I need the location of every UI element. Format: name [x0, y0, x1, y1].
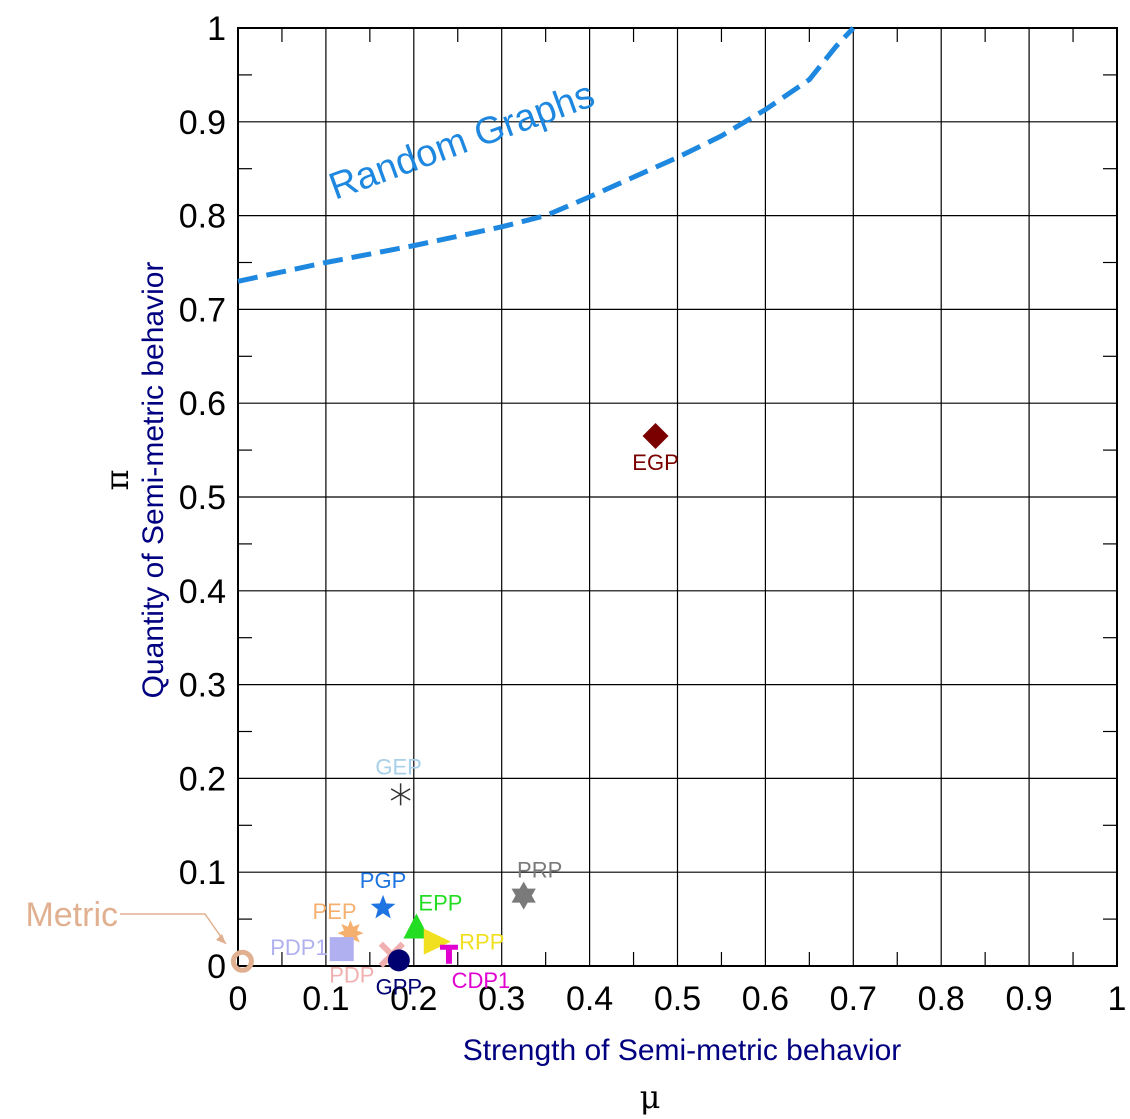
y-axis-symbol: π	[98, 469, 136, 490]
y-tick-label: 1	[207, 10, 226, 48]
metric-arrowhead	[216, 934, 226, 944]
point-label: PEP	[312, 899, 356, 924]
x-tick-label: 1	[1108, 980, 1127, 1018]
x-tick-label: 0.6	[742, 980, 789, 1018]
x-tick-label: 0.1	[302, 980, 349, 1018]
ring-marker	[230, 949, 254, 973]
point-label: PDP1	[270, 935, 327, 960]
point-gpp: GPP	[376, 949, 422, 999]
t-marker	[439, 944, 458, 964]
data-points: EGP GEP PRP PGP EPP PEP RPP PDP1 CDP1 PDP GPP Metri…	[25, 423, 679, 999]
point-epp: EPP	[403, 890, 462, 939]
point-label: PDP	[329, 963, 374, 988]
metric-arrow-line	[120, 913, 227, 945]
point-metric: Metric	[25, 896, 254, 973]
y-tick-label: 0.7	[179, 291, 226, 329]
y-tick-label: 0.2	[179, 760, 226, 798]
minor-ticks	[238, 28, 1117, 966]
point-rpp: RPP	[423, 928, 504, 955]
point-label: PRP	[517, 858, 562, 883]
y-tick-label: 0.9	[179, 104, 226, 142]
square-marker	[329, 937, 354, 962]
x-tick-label: 0.5	[654, 980, 701, 1018]
x-tick-label: 0.7	[830, 980, 877, 1018]
y-tick-labels: 0 0.1 0.2 0.3 0.4 0.5 0.6 0.7 0.8 0.9 1	[179, 10, 226, 986]
x-tick-label: 0.3	[478, 980, 525, 1018]
y-axis-title: Quantity of Semi-metric behavior	[137, 262, 170, 699]
y-tick-label: 0.5	[179, 479, 226, 517]
random-graphs-label: Random Graphs	[324, 74, 600, 209]
x-tick-label: 0.8	[918, 980, 965, 1018]
random-graphs-curve	[237, 26, 856, 284]
point-prp: PRP	[511, 858, 562, 910]
circle-marker	[387, 949, 410, 972]
point-label: EGP	[632, 450, 678, 475]
y-tick-label: 0.8	[179, 198, 226, 236]
point-label: RPP	[459, 930, 504, 955]
x-tick-labels: 0 0.1 0.2 0.3 0.4 0.5 0.6 0.7 0.8 0.9 1	[229, 980, 1127, 1018]
point-label: CDP1	[452, 968, 511, 993]
x-tick-label: 0.9	[1005, 980, 1052, 1018]
x-axis-symbol: μ	[640, 1078, 661, 1116]
x-tick-label: 0	[229, 980, 248, 1018]
plot-frame	[237, 27, 1118, 967]
triangle-right-marker	[423, 928, 451, 955]
point-pgp: PGP	[360, 868, 406, 919]
point-gep: GEP	[375, 754, 422, 806]
point-cdp1: CDP1	[439, 944, 511, 993]
x-tick-label: 0.2	[390, 980, 437, 1018]
point-label: Metric	[25, 896, 118, 934]
y-tick-label: 0.1	[179, 854, 226, 892]
point-pdp1: PDP1	[270, 935, 354, 962]
diamond-marker	[642, 423, 669, 450]
y-tick-label: 0.4	[179, 573, 226, 611]
point-pep: PEP	[312, 899, 364, 947]
triangle-marker	[403, 913, 430, 939]
hexstar-marker	[511, 881, 536, 910]
point-egp: EGP	[632, 423, 679, 475]
star-marker	[370, 894, 396, 919]
x-tick-label: 0.4	[566, 980, 613, 1018]
asterisk-marker-stroke	[390, 788, 411, 801]
point-label: PGP	[360, 868, 406, 893]
point-label: EPP	[418, 890, 462, 915]
point-label: GPP	[376, 974, 422, 999]
y-tick-label: 0.6	[179, 385, 226, 423]
y-tick-label: 0	[207, 948, 226, 986]
point-label: GEP	[375, 754, 421, 779]
y-tick-label: 0.3	[179, 667, 226, 705]
x-axis-title: Strength of Semi-metric behavior	[463, 1034, 902, 1067]
